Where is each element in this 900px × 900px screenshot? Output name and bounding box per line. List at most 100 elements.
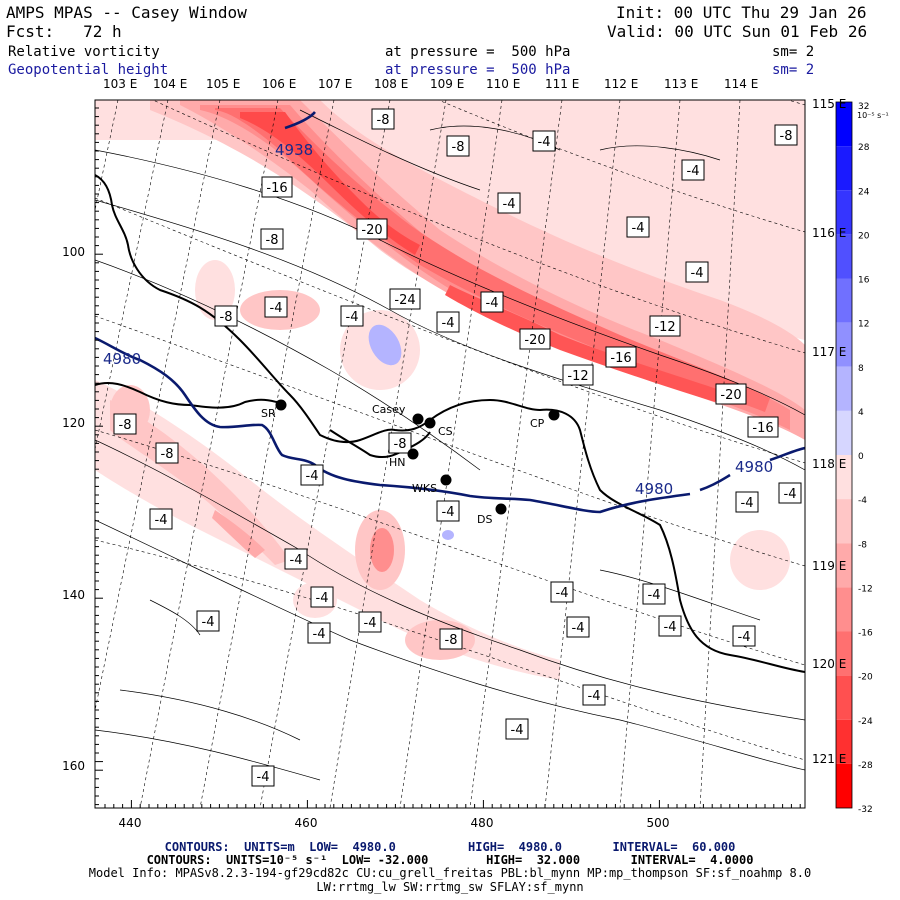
station-wks[interactable]: WKS: [412, 474, 452, 496]
svg-text:-20: -20: [720, 388, 741, 403]
vorticity-contour-label: -8: [774, 124, 798, 146]
svg-text:-8: -8: [161, 447, 174, 462]
colorbar-swatch: [836, 322, 852, 367]
station-ds[interactable]: DS: [477, 503, 507, 527]
colorbar-level-label: -12: [858, 584, 873, 594]
latitude-label: 119 E: [812, 559, 846, 573]
station-label: SR: [261, 407, 276, 420]
colorbar-level-label: 12: [858, 320, 869, 330]
svg-text:-8: -8: [445, 633, 458, 648]
svg-text:-4: -4: [691, 266, 704, 281]
svg-text:-8: -8: [452, 140, 465, 155]
vorticity-contour-label: -8: [388, 432, 412, 454]
valid-time: Valid: 00 UTC Sun 01 Feb 26: [607, 22, 868, 41]
vorticity-contour-label: -4: [307, 622, 331, 644]
svg-text:-16: -16: [266, 181, 287, 196]
svg-text:-4: -4: [738, 630, 751, 645]
svg-text:-4: -4: [364, 616, 377, 631]
axis-ticks: 440 460 480 500 100 120 140 160: [62, 107, 801, 830]
svg-text:-24: -24: [394, 293, 415, 308]
colorbar-swatch: [836, 675, 852, 720]
height-contour-labels: 4938 4980 4980 4980: [103, 141, 773, 498]
vorticity-contour-label: -4: [735, 491, 759, 513]
latitude-label: 116 E: [812, 226, 846, 240]
vorticity-contour-label: -4: [566, 616, 590, 638]
station-label: HN: [389, 456, 406, 469]
height-contour-label: 4980: [635, 480, 673, 498]
vorticity-contour-label: -4: [732, 625, 756, 647]
vorticity-contour-label: -4: [642, 583, 666, 605]
vorticity-contour-label: -4: [436, 500, 460, 522]
svg-text:-8: -8: [394, 437, 407, 452]
station-casey[interactable]: Casey: [372, 403, 424, 425]
vorticity-contour-info: CONTOURS: UNITS=10⁻⁵ s⁻¹ LOW= -32.000 HI…: [146, 853, 754, 867]
vorticity-contour-label: -4: [582, 684, 606, 706]
station-label: WKS: [412, 482, 437, 495]
colorbar-swatch: [836, 719, 852, 764]
svg-text:-4: -4: [202, 615, 215, 630]
colorbar-unit: 10⁻⁵ s⁻¹: [857, 111, 889, 120]
station-cp[interactable]: CP: [530, 409, 560, 431]
colorbar-level-label: -8: [858, 540, 867, 550]
stations: SR Casey CS HN WKS DS CP: [261, 399, 560, 527]
vorticity-contour-label: -8: [260, 228, 284, 250]
vorticity-contour-label: -4: [681, 159, 705, 181]
latitude-label: 121 E: [812, 752, 846, 766]
vorticity-contour-label: -4: [626, 216, 650, 238]
colorbar-swatch: [836, 763, 852, 808]
svg-text:-16: -16: [610, 351, 631, 366]
vorticity-contour-label: -4: [264, 296, 288, 318]
height-contour-label: 4980: [103, 350, 141, 368]
station-cs[interactable]: CS: [424, 417, 453, 439]
field2-smooth: sm= 2: [772, 62, 815, 78]
svg-text:-4: -4: [442, 505, 455, 520]
longitude-label: 109 E: [430, 77, 465, 91]
model-title: AMPS MPAS -- Casey Window: [6, 3, 247, 22]
x-axis-tick-label: 440: [119, 816, 142, 830]
vort-band-lower3: [212, 510, 265, 558]
station-sr[interactable]: SR: [261, 399, 287, 421]
init-time: Init: 00 UTC Thu 29 Jan 26: [616, 3, 867, 22]
colorbar-level-label: 32: [858, 102, 869, 112]
longitude-label: 105 E: [206, 77, 241, 91]
station-label: CS: [438, 425, 453, 438]
latitude-label: 120 E: [812, 657, 846, 671]
model-info-2: LW:rrtmg_lw SW:rrtmg_sw SFLAY:sf_mynn: [316, 880, 584, 894]
vorticity-contour-label: -12: [562, 364, 594, 386]
svg-text:-8: -8: [220, 310, 233, 325]
field1-smooth: sm= 2: [772, 44, 815, 60]
vorticity-contour-label: -16: [747, 416, 779, 438]
field2-level: at pressure = 500 hPa: [385, 62, 571, 78]
coastline: [95, 174, 805, 673]
svg-text:-12: -12: [654, 320, 675, 335]
svg-text:-4: -4: [572, 621, 585, 636]
svg-text:-8: -8: [377, 113, 390, 128]
station-hn[interactable]: HN: [389, 448, 419, 470]
station-label: Casey: [372, 403, 406, 416]
colorbar-level-label: -24: [858, 717, 873, 727]
svg-text:-4: -4: [784, 487, 797, 502]
colorbar-level-label: -28: [858, 761, 873, 771]
latitude-label: 115 E: [812, 97, 846, 111]
colorbar-level-label: 8: [858, 364, 864, 374]
vorticity-contours: [95, 109, 805, 781]
y-axis-tick-label: 140: [62, 588, 85, 602]
colorbar-level-label: -16: [858, 629, 873, 639]
longitude-label: 111 E: [545, 77, 580, 91]
vorticity-contour-label: -12: [649, 315, 681, 337]
colorbar-level-label: -32: [858, 805, 873, 815]
vort-patch-1b: [370, 528, 394, 572]
x-axis-tick-label: 480: [471, 816, 494, 830]
station-label: DS: [477, 513, 492, 526]
positive-vort-patch-2: [442, 530, 454, 540]
vorticity-contour-label: -4: [778, 482, 802, 504]
vorticity-contour-label: -8: [155, 442, 179, 464]
colorbar-level-label: 20: [858, 231, 870, 241]
svg-text:-20: -20: [524, 333, 545, 348]
vorticity-contour-label: -8: [113, 413, 137, 435]
colorbar-level-label: -4: [858, 496, 867, 506]
svg-text:-4: -4: [270, 301, 283, 316]
y-axis-tick-label: 100: [62, 245, 85, 259]
vort-patch-9: [730, 530, 790, 590]
